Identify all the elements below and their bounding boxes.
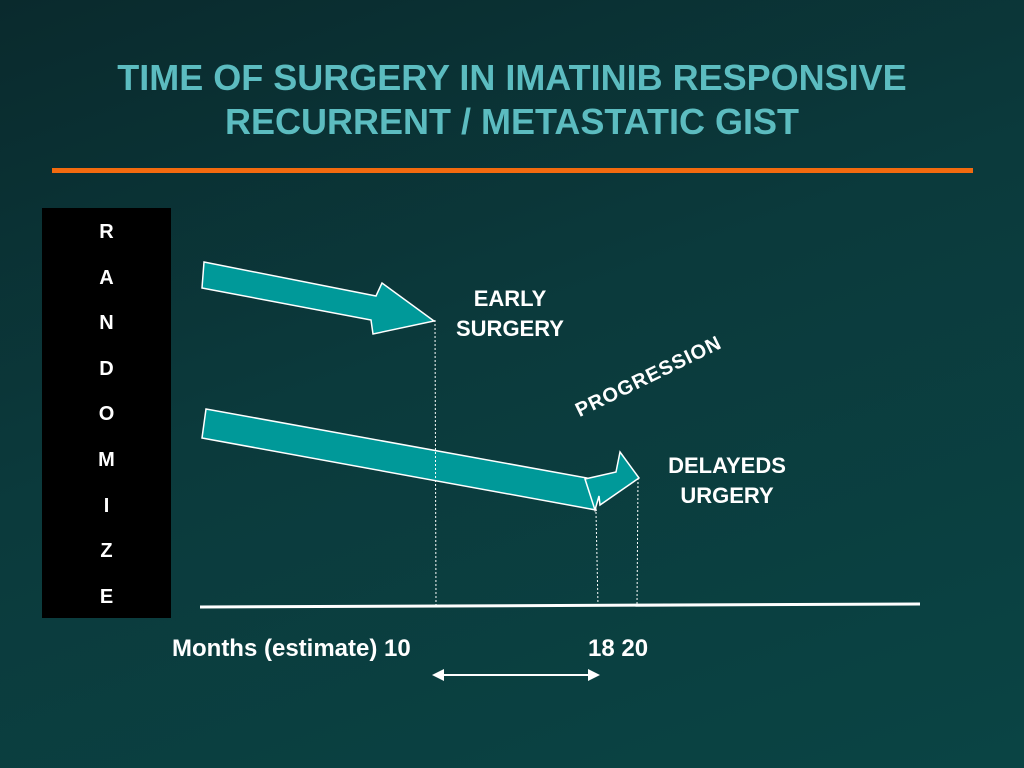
randomize-letter: M	[98, 449, 115, 471]
title-divider	[52, 168, 973, 173]
progression-marker	[595, 511, 599, 607]
randomize-letter: Z	[100, 540, 113, 562]
early-surgery-line-2: SURGERY	[456, 316, 564, 341]
interval-arrow-right-head	[588, 669, 600, 681]
early-surgery-line-1: EARLY	[473, 286, 547, 311]
delayed-arrow-shaft	[201, 408, 598, 511]
randomize-letter: A	[99, 267, 114, 289]
delayed-arrow-head	[584, 450, 641, 513]
delayed-surgery-line-2: URGERY	[680, 483, 774, 508]
randomize-letter: N	[99, 312, 114, 334]
randomize-letter: R	[99, 221, 114, 243]
title-line-1: TIME OF SURGERY IN IMATINIB RESPONSIVE	[117, 57, 907, 98]
randomize-letter: E	[99, 586, 114, 608]
early-surgery-label: EARLY SURGERY	[430, 284, 590, 344]
randomize-letter: I	[103, 495, 110, 517]
delayed-surgery-label: DELAYEDS URGERY	[644, 451, 810, 511]
randomize-letter: D	[99, 358, 114, 380]
delayed-surgery-line-1: DELAYEDS	[668, 453, 786, 478]
delayed-surgery-marker	[636, 477, 639, 607]
time-axis	[199, 602, 921, 609]
title-line-2: RECURRENT / METASTATIC GIST	[225, 101, 799, 142]
axis-label: Months (estimate) 10	[172, 635, 411, 662]
early-surgery-arrow	[201, 261, 436, 335]
randomize-box: R A N D O M I Z E	[42, 208, 171, 618]
axis-tick-labels: 18 20	[588, 635, 649, 662]
interval-arrow-left-head	[432, 669, 444, 681]
randomize-letter: O	[98, 403, 115, 425]
slide-title: TIME OF SURGERY IN IMATINIB RESPONSIVE R…	[40, 56, 984, 144]
